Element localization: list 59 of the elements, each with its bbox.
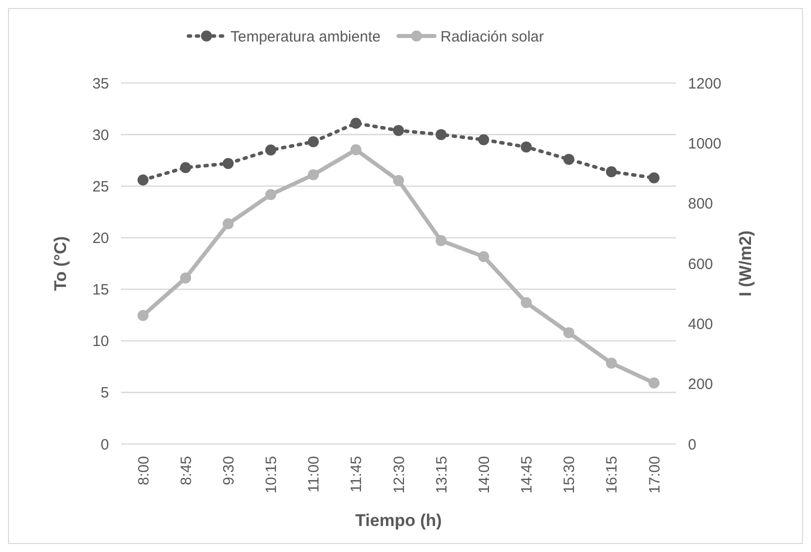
y-tick-label: 15 — [92, 282, 109, 299]
point — [606, 358, 617, 369]
y2-tick-label: 400 — [688, 316, 714, 333]
point — [436, 235, 447, 246]
point — [222, 218, 234, 230]
point — [180, 272, 192, 284]
point — [520, 141, 532, 152]
y-axis-title: To (°C) — [51, 236, 70, 291]
point — [563, 327, 574, 338]
point — [138, 174, 148, 186]
point — [563, 154, 574, 165]
point — [478, 251, 490, 262]
y2-tick-label: 0 — [688, 436, 696, 454]
legend-label: Temperatura ambiente — [230, 28, 381, 46]
x-tick-label: 8:00 — [135, 456, 152, 486]
y-tick-label: 20 — [92, 230, 109, 247]
y-tick-label: 30 — [92, 126, 109, 144]
y-tick-label: 10 — [92, 333, 109, 350]
point — [648, 377, 660, 388]
point — [520, 297, 532, 308]
x-tick-label: 16:15 — [604, 456, 621, 494]
x-axis-title: Tiempo (h) — [355, 511, 442, 530]
y2-tick-label: 1000 — [688, 135, 722, 152]
x-tick-label: 14:00 — [476, 456, 493, 494]
x-tick-label: 14:45 — [518, 456, 536, 494]
x-tick-label: 13:15 — [433, 456, 450, 494]
point — [308, 169, 319, 180]
x-tick-label: 11:45 — [348, 456, 366, 492]
point — [308, 136, 319, 148]
x-tick-label: 12:30 — [390, 456, 408, 494]
point — [222, 158, 234, 169]
legend-label: Radiación solar — [440, 28, 544, 46]
x-tick-label: 15:30 — [561, 456, 578, 494]
point — [393, 174, 404, 186]
point — [606, 166, 617, 178]
y-tick-label: 25 — [92, 178, 109, 196]
y2-tick-label: 800 — [688, 196, 714, 213]
point — [436, 129, 447, 140]
point — [478, 134, 490, 146]
y-tick-label: 0 — [100, 436, 109, 454]
y-tick-label: 5 — [100, 384, 109, 402]
x-tick-label: 9:30 — [220, 456, 238, 486]
x-tick-label: 17:00 — [646, 456, 664, 494]
point — [648, 172, 660, 184]
point — [180, 162, 192, 174]
point — [265, 189, 276, 200]
point — [350, 118, 362, 129]
x-tick-label: 8:45 — [178, 456, 195, 486]
point — [393, 124, 404, 136]
x-tick-label: 10:15 — [263, 456, 280, 494]
x-tick-label: 11:00 — [306, 456, 323, 492]
point — [138, 310, 148, 322]
y2-tick-label: 200 — [688, 376, 714, 394]
y2-tick-label: 600 — [688, 256, 714, 273]
y2-tick-label: 1200 — [688, 75, 722, 92]
y2-axis-title: I (W/m2) — [736, 230, 755, 297]
point — [265, 144, 276, 156]
point — [350, 144, 362, 156]
y-tick-label: 35 — [92, 75, 109, 92]
